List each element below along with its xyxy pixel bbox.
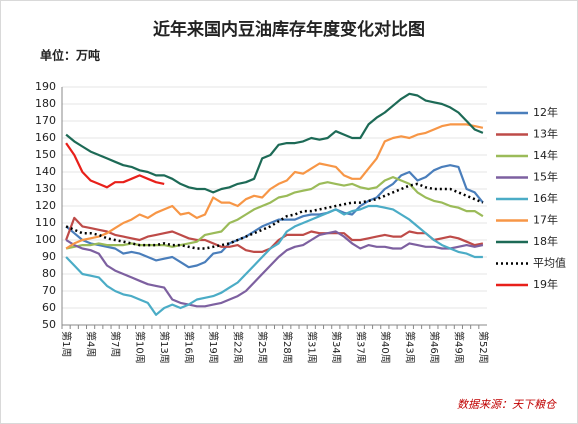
chart-title: 近年来国内豆油库存年度变化对比图 (153, 19, 425, 40)
x-tick-label: 第52周 (477, 331, 490, 364)
x-tick-label: 第46周 (428, 331, 441, 364)
series-line (65, 164, 484, 269)
y-tick-label: 120 (35, 199, 56, 212)
x-tick-label: 第34周 (330, 331, 343, 364)
unit-label: 单位：万吨 (40, 48, 100, 63)
legend-label: 15年 (533, 170, 558, 184)
y-tick-label: 80 (42, 267, 56, 280)
x-tick-label: 第19周 (207, 331, 220, 364)
y-tick-label: 110 (35, 216, 56, 229)
series-line (65, 123, 484, 250)
y-tick-label: 90 (42, 250, 56, 263)
series-line (65, 230, 484, 308)
series-line (65, 92, 484, 194)
x-tick-label: 第10周 (134, 331, 147, 364)
series-line (65, 204, 483, 316)
legend-label: 13年 (533, 127, 558, 141)
series-line (65, 176, 484, 250)
x-tick-label: 第13周 (158, 331, 171, 364)
legend-label: 18年 (533, 234, 558, 248)
x-tick-label: 第31周 (305, 331, 318, 364)
legend-label: 平均值 (533, 257, 566, 270)
legend-label: 17年 (533, 213, 558, 227)
series-line (65, 216, 484, 253)
x-tick-label: 第49周 (452, 331, 465, 364)
x-tick-label: 第37周 (354, 331, 367, 364)
x-tick-label: 第28周 (281, 331, 294, 364)
y-tick-label: 190 (35, 80, 56, 93)
x-tick-label: 第43周 (403, 331, 416, 364)
series-line (65, 182, 484, 250)
y-tick-label: 180 (35, 97, 56, 110)
x-tick-label: 第7周 (109, 331, 122, 357)
x-tick-label: 第16周 (183, 331, 196, 364)
x-tick-label: 第4周 (85, 331, 98, 357)
source-note: 数据来源：天下粮仓 (457, 398, 557, 411)
legend-label: 12年 (533, 105, 558, 119)
x-tick-label: 第1周 (60, 331, 73, 357)
series-line (65, 142, 165, 189)
y-tick-label: 130 (35, 182, 56, 195)
x-tick-label: 第40周 (379, 331, 392, 364)
legend-label: 19年 (533, 277, 558, 291)
y-tick-label: 100 (35, 233, 56, 246)
x-tick-label: 第25周 (256, 331, 269, 364)
legend-label: 14年 (533, 148, 558, 162)
x-tick-label: 第22周 (232, 331, 245, 364)
y-tick-label: 160 (35, 131, 56, 144)
y-tick-label: 50 (42, 318, 56, 331)
legend-label: 16年 (533, 191, 558, 205)
y-tick-label: 150 (35, 148, 56, 161)
y-tick-label: 60 (42, 301, 56, 314)
y-tick-label: 70 (42, 284, 56, 297)
y-tick-label: 170 (35, 114, 56, 127)
y-tick-label: 140 (35, 165, 56, 178)
